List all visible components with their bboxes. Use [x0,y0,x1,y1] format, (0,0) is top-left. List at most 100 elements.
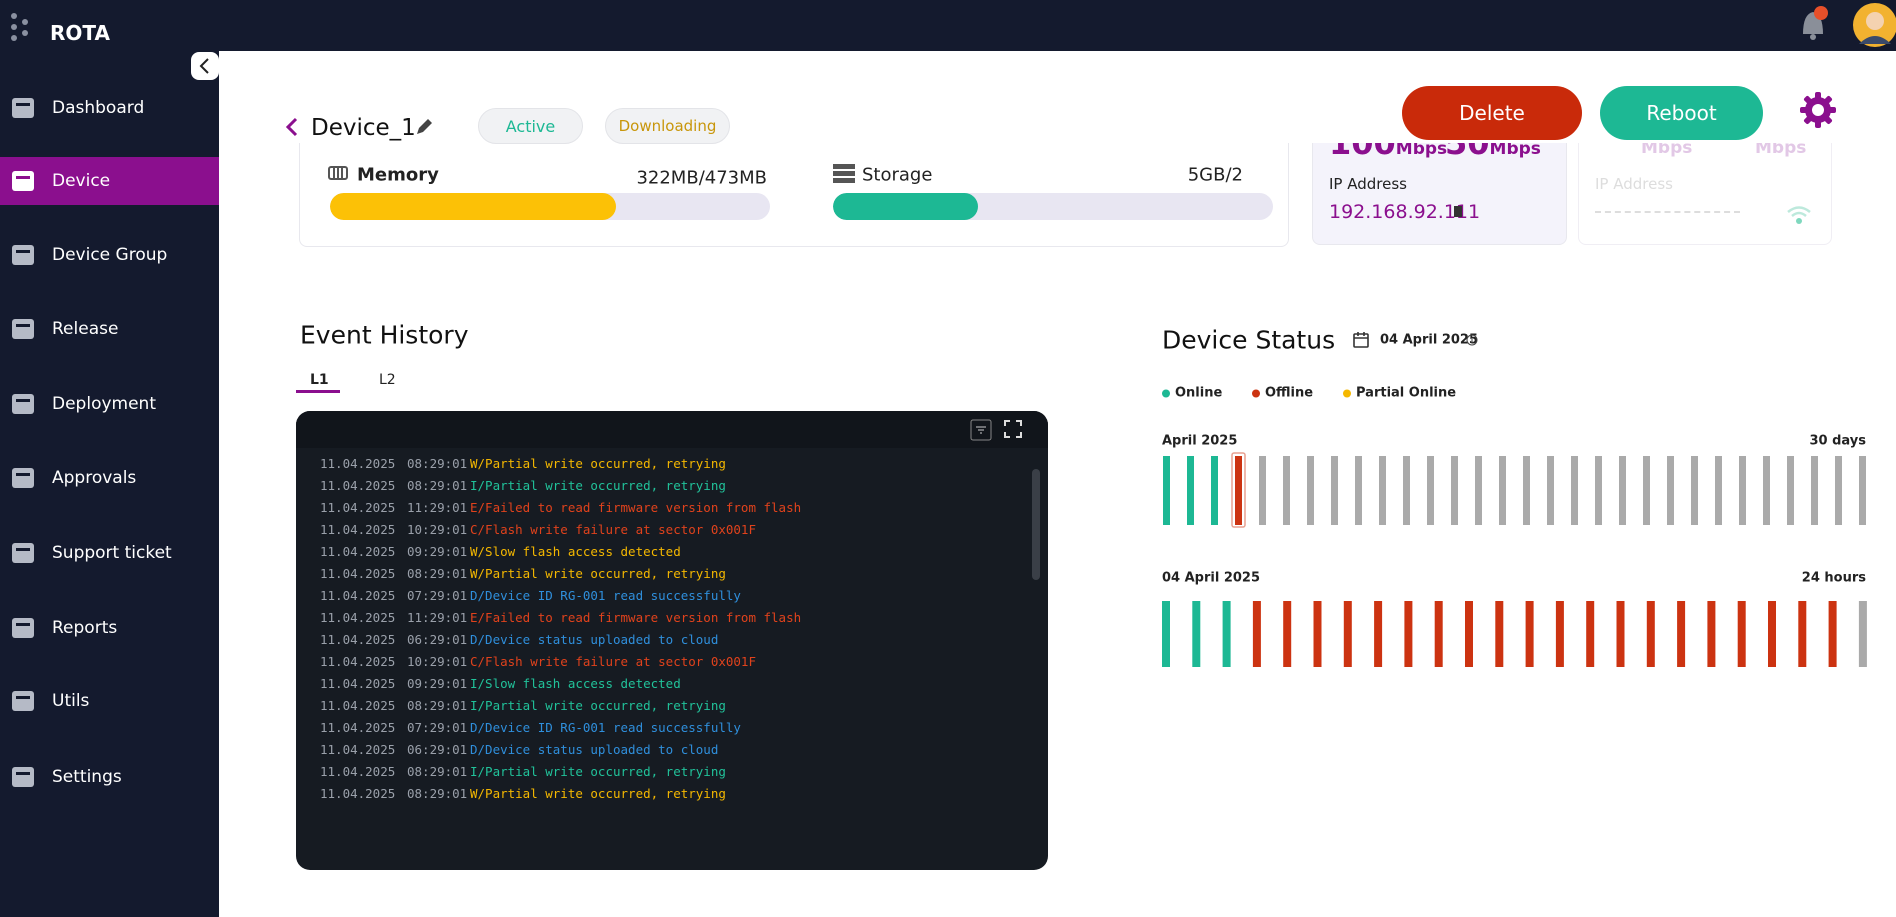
day-bar[interactable] [1835,456,1842,525]
day-bar[interactable] [1691,456,1698,525]
legend-item: Partial Online [1343,386,1456,401]
tab[interactable]: L1 [310,372,329,388]
day-bar[interactable] [1379,456,1386,525]
hour-bar[interactable] [1343,601,1352,667]
day-bar[interactable] [1211,456,1218,525]
day-bar[interactable] [1715,456,1722,525]
day-bar[interactable] [1763,456,1770,525]
info-icon[interactable] [1466,334,1478,346]
hour-bar[interactable] [1222,601,1231,667]
log-time: 08:29:01 [407,698,468,713]
hour-bar[interactable] [1798,601,1807,667]
tab[interactable]: L2 [379,372,396,388]
log-message: E/Failed to read firmware version from f… [470,610,802,625]
reboot-button[interactable]: Reboot [1600,86,1763,140]
ip-label-2: IP Address [1595,175,1673,193]
hour-bar[interactable] [1737,601,1746,667]
log-time: 11:29:01 [407,610,468,625]
nav-item[interactable]: Approvals [0,454,219,502]
day-bar[interactable] [1859,456,1866,525]
hour-bar[interactable] [1434,601,1443,667]
log-time: 10:29:01 [407,654,468,669]
day-bar[interactable] [1307,456,1314,525]
hour-bar[interactable] [1646,601,1655,667]
storage-label: Storage [862,164,933,186]
day-bar[interactable] [1595,456,1602,525]
nav-item[interactable]: Support ticket [0,529,219,577]
nav-item[interactable]: Utils [0,677,219,725]
hour-bar[interactable] [1313,601,1322,667]
edit-icon[interactable] [414,117,434,137]
day-bar[interactable] [1451,456,1458,525]
day-bar[interactable] [1811,456,1818,525]
nav-icon [12,691,34,711]
nav-item[interactable]: Deployment [0,380,219,428]
hour-bar[interactable] [1828,601,1837,667]
day-bar[interactable] [1739,456,1746,525]
notifications[interactable] [1795,4,1831,44]
day-bar[interactable] [1475,456,1482,525]
back-button[interactable] [284,116,300,138]
log-date: 11.04.2025 [320,478,396,493]
log-time: 11:29:01 [407,500,468,515]
hour-bar[interactable] [1404,601,1413,667]
hour-bar[interactable] [1465,601,1473,667]
hour-bar[interactable] [1677,601,1686,667]
scrollbar[interactable] [1032,469,1040,580]
day-bar[interactable] [1643,456,1650,525]
nav-item[interactable]: Device [0,157,219,205]
nav-item[interactable]: Settings [0,753,219,801]
expand-button[interactable] [1004,420,1022,438]
day-bar[interactable] [1235,456,1242,525]
day-bar[interactable] [1571,456,1578,525]
hour-bar[interactable] [1616,601,1625,667]
hour-bar[interactable] [1192,601,1201,667]
delete-button[interactable]: Delete [1402,86,1582,140]
day-bar[interactable] [1547,456,1554,525]
hour-bar[interactable] [1858,601,1867,667]
day-bar[interactable] [1283,456,1290,525]
nav-label: Support ticket [52,543,172,563]
log-date: 11.04.2025 [320,456,396,471]
avatar[interactable] [1851,2,1896,49]
nav-label: Dashboard [52,98,145,118]
day-bar[interactable] [1403,456,1410,525]
nav-item[interactable]: Device Group [0,231,219,279]
day-bar[interactable] [1427,456,1434,525]
collapse-button[interactable] [191,52,219,80]
storage-value: 5GB/2 [1187,164,1243,186]
hour-bar[interactable] [1525,601,1534,667]
day-bar[interactable] [1163,456,1170,525]
hour-bar[interactable] [1707,601,1716,667]
day-bar[interactable] [1259,456,1266,525]
nav-item[interactable]: Release [0,305,219,353]
day-bar[interactable] [1187,456,1194,525]
upload-unit-2: Mbps [1755,138,1807,158]
hour-bar[interactable] [1374,601,1383,667]
nav-item[interactable]: Dashboard [0,84,219,132]
day-bar[interactable] [1355,456,1362,525]
filter-button[interactable] [970,419,992,441]
day-bar[interactable] [1523,456,1530,525]
nav-item[interactable]: Reports [0,604,219,652]
hour-bar[interactable] [1586,601,1595,667]
settings-button[interactable] [1799,91,1837,129]
hour-bar[interactable] [1283,601,1292,667]
tab-indicator [296,390,340,393]
day-bar[interactable] [1619,456,1626,525]
calendar-icon[interactable] [1353,331,1369,348]
memory-value: 322MB/473MB [636,167,767,189]
storage-icon [833,164,855,183]
hour-bar[interactable] [1162,601,1170,667]
hour-bar[interactable] [1555,601,1564,667]
copy-icon[interactable] [1453,204,1463,218]
hour-bar[interactable] [1768,601,1776,667]
day-bar[interactable] [1787,456,1794,525]
day-bar[interactable] [1331,456,1338,525]
day-bar[interactable] [1499,456,1506,525]
nav-label: Settings [52,767,122,787]
hour-bar[interactable] [1495,601,1504,667]
day-bar[interactable] [1667,456,1674,525]
hour-bar[interactable] [1252,601,1261,667]
